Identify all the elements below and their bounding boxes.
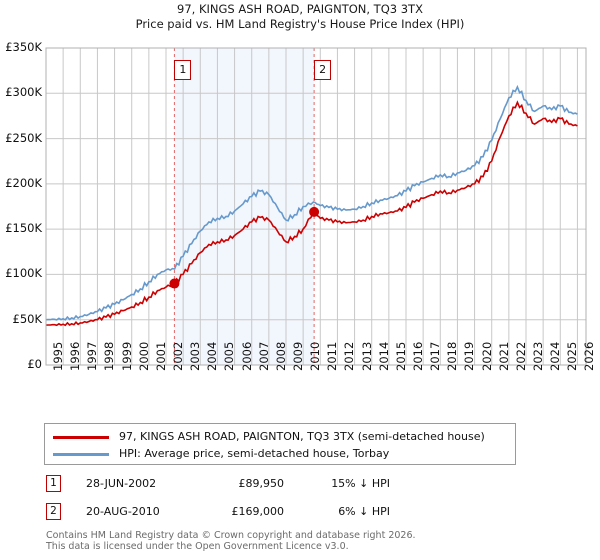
x-axis-tick-label: 2007	[256, 341, 271, 371]
x-axis-tick-label: 2019	[462, 341, 477, 371]
x-axis-tick-label: 1997	[85, 341, 100, 371]
x-axis-tick-label: 1998	[102, 341, 117, 371]
y-axis-tick-label: £150K	[5, 221, 42, 236]
x-axis-tick-label: 2008	[273, 341, 288, 371]
x-axis-tick-label: 1999	[119, 341, 134, 371]
x-axis-tick-label: 2001	[153, 341, 168, 371]
x-axis-tick-label: 2022	[513, 341, 528, 371]
footer-line-2: This data is licensed under the Open Gov…	[46, 541, 349, 552]
x-axis-tick-label: 2010	[308, 341, 323, 371]
x-axis-tick-label: 2016	[411, 341, 425, 371]
transaction-price-1: £89,950	[238, 477, 285, 490]
x-axis-tick-label: 2021	[496, 341, 511, 371]
y-axis-tick-label: £350K	[5, 40, 42, 54]
transaction-badge-1: 1	[46, 475, 61, 492]
x-axis-tick-label: 2002	[171, 341, 185, 371]
legend-label-hpi: HPI: Average price, semi-detached house,…	[119, 447, 390, 460]
annotation-vertical-lines	[173, 48, 315, 365]
chart-title-line2: Price paid vs. HM Land Registry's House …	[135, 17, 465, 31]
x-axis-tick-label: 2026	[582, 341, 597, 371]
x-axis-tick-label: 2013	[359, 341, 374, 371]
footer-attribution: Contains HM Land Registry data © Crown c…	[46, 530, 586, 552]
annotation-dots	[169, 206, 320, 289]
plot-background	[46, 48, 586, 365]
y-axis-tick-label: £200K	[5, 175, 42, 190]
x-axis-tick-label: 2011	[325, 341, 340, 371]
chart-marker-box-2[interactable]: 2	[314, 60, 332, 80]
y-axis-tick-label: £50K	[12, 311, 43, 326]
x-axis-tick-label: 2014	[376, 341, 391, 371]
x-axis-tick-label: 2015	[393, 341, 408, 371]
legend-swatch-property	[53, 436, 109, 439]
y-axis-tick-label: £250K	[5, 130, 42, 145]
legend-swatch-hpi	[53, 453, 109, 456]
hpi-series-line	[45, 84, 578, 321]
x-axis-tick-label: 2025	[565, 341, 580, 371]
x-axis-tick-label: 1996	[68, 341, 83, 371]
transaction-row-2[interactable]: 2 20-AUG-2010 £169,000 6% ↓ HPI	[44, 503, 516, 525]
transaction-delta-1: 15% ↓ HPI	[331, 477, 390, 490]
chart-plot-area	[45, 47, 587, 366]
x-axis-tick-label: 2017	[428, 341, 443, 371]
chart-legend: 97, KINGS ASH ROAD, PAIGNTON, TQ3 3TX (s…	[44, 423, 516, 465]
transaction-price-2: £169,000	[231, 505, 285, 518]
plot-border	[45, 47, 587, 366]
x-axis-tick-label: 2000	[136, 341, 151, 371]
legend-label-property: 97, KINGS ASH ROAD, PAIGNTON, TQ3 3TX (s…	[119, 430, 485, 443]
x-axis-tick-label: 2024	[548, 341, 563, 371]
x-axis-tick-label: 2012	[342, 341, 357, 371]
y-axis-tick-label: £300K	[5, 85, 42, 100]
x-axis-tick-label: 2004	[205, 341, 220, 371]
transaction-row-1[interactable]: 1 28-JUN-2002 £89,950 15% ↓ HPI	[44, 475, 516, 497]
transaction-badge-2: 2	[46, 503, 61, 520]
footer-line-1: Contains HM Land Registry data © Crown c…	[46, 530, 416, 541]
x-axis-tick-label: 1995	[51, 341, 65, 371]
x-axis-tick-label: 2006	[239, 341, 254, 371]
transaction-date-1: 28-JUN-2002	[86, 477, 157, 490]
x-axis-tick-label: 2018	[445, 341, 460, 371]
x-axis-tick-label: 2023	[531, 341, 545, 371]
x-axis-tick-label: 2020	[479, 341, 494, 371]
chart-title-line1: 97, KINGS ASH ROAD, PAIGNTON, TQ3 3TX	[177, 2, 423, 16]
page-title: 97, KINGS ASH ROAD, PAIGNTON, TQ3 3TX Pr…	[0, 2, 600, 32]
transaction-delta-2: 6% ↓ HPI	[338, 505, 390, 518]
chart-marker-box-1[interactable]: 1	[174, 60, 192, 80]
y-axis-tick-label: £0	[27, 357, 42, 371]
x-axis-tick-label: 2009	[291, 341, 305, 371]
highlight-band	[174, 48, 315, 365]
y-axis-tick-label: £100K	[5, 266, 42, 281]
x-axis-tick-label: 2005	[222, 341, 237, 371]
x-axis-tick-label: 2003	[188, 341, 203, 371]
transaction-date-2: 20-AUG-2010	[86, 505, 160, 518]
